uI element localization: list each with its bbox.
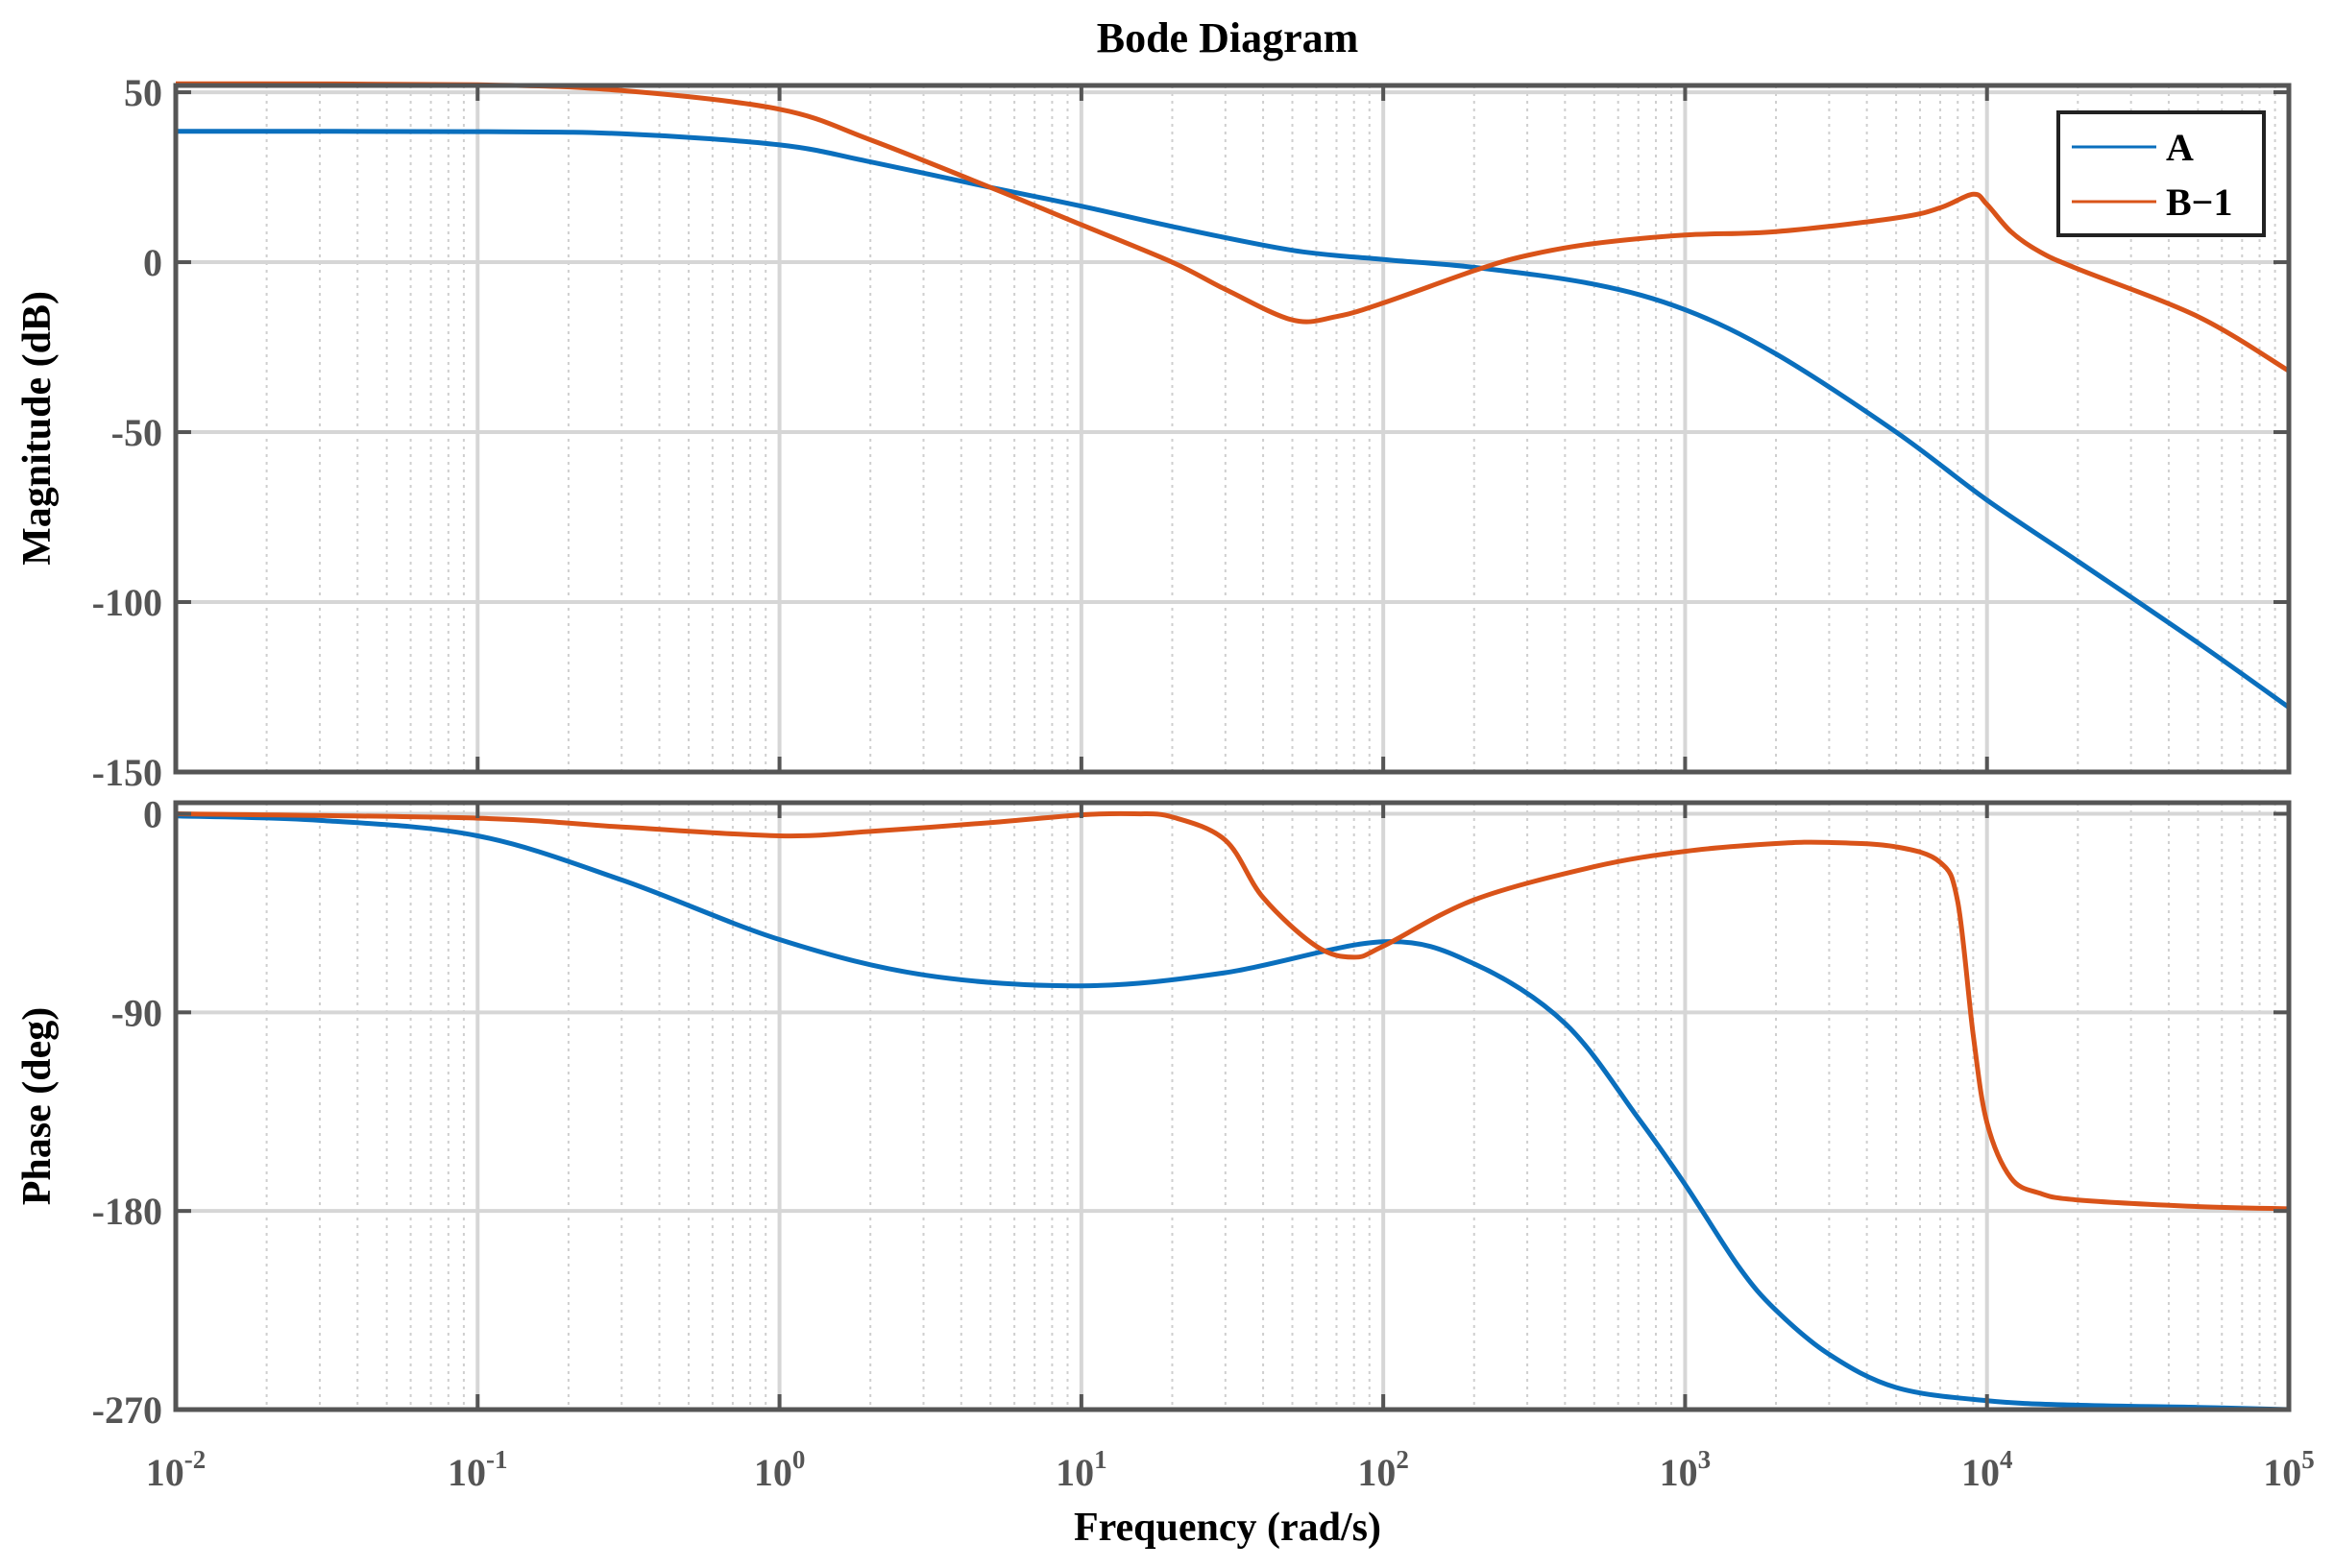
magnitude-y-tick-label: -150 (92, 751, 162, 794)
x-tick-exponent: 1 (1094, 1445, 1107, 1474)
x-tick-base: 10 (1660, 1451, 1698, 1494)
phase-frame (173, 800, 2292, 1412)
magnitude-grid (176, 85, 2289, 772)
legend-label-b: B−1 (2166, 181, 2232, 224)
phase-y-ticks: 0 -90 -180 -270 (92, 792, 2291, 1432)
x-tick-label: 10-1 (448, 1445, 508, 1494)
legend-label-a: A (2166, 126, 2194, 169)
x-tick-label: 102 (1357, 1445, 1409, 1494)
magnitude-series-a-line (175, 129, 2291, 710)
phase-y-tick-label: -270 (92, 1388, 162, 1432)
phase-panel: 0 -90 -180 -270 Phase (deg) (15, 792, 2292, 1432)
magnitude-y-tick-label: 50 (124, 71, 162, 114)
x-tick-exponent: -1 (486, 1445, 508, 1474)
x-tick-base: 10 (146, 1451, 184, 1494)
x-tick-base: 10 (448, 1451, 486, 1494)
phase-grid (176, 803, 2289, 1410)
x-tick-base: 10 (1961, 1451, 2000, 1494)
x-tick-label: 105 (2263, 1445, 2315, 1494)
x-axis-label: Frequency (rad/s) (1074, 1506, 1381, 1550)
x-tick-label: 10-2 (146, 1445, 207, 1494)
magnitude-y-tick-label: -50 (111, 411, 162, 454)
phase-y-tick-label: -180 (92, 1190, 162, 1233)
legend-box (2056, 110, 2266, 237)
x-tick-label: 100 (754, 1445, 806, 1494)
magnitude-y-label: Magnitude (dB) (15, 291, 60, 566)
phase-y-tick-label: 0 (143, 792, 162, 835)
magnitude-y-tick-label: 0 (143, 241, 162, 284)
magnitude-series (175, 81, 2291, 710)
legend: A B−1 (2056, 110, 2266, 237)
x-tick-exponent: 4 (2000, 1445, 2013, 1474)
magnitude-frame (173, 83, 2292, 775)
x-tick-label: 101 (1056, 1445, 1107, 1494)
magnitude-y-ticks: 50 0 -50 -100 -150 (92, 71, 2291, 794)
x-tick-labels: 10-2 10-1 100 101 102 103 104 105 (146, 1445, 2315, 1494)
x-tick-label: 104 (1961, 1445, 2013, 1494)
x-tick-exponent: 5 (2301, 1445, 2315, 1474)
magnitude-panel: 50 0 -50 -100 -150 Magnitude (dB) A B−1 (15, 71, 2292, 794)
magnitude-plot-area (176, 85, 2289, 772)
magnitude-series-b-line (175, 81, 2291, 374)
magnitude-y-tick-label: -100 (92, 581, 162, 624)
x-tick-exponent: 0 (792, 1445, 806, 1474)
x-tick-base: 10 (2263, 1451, 2301, 1494)
phase-series-b-line (175, 810, 2290, 1212)
x-tick-exponent: -2 (184, 1445, 207, 1474)
x-tick-exponent: 2 (1396, 1445, 1409, 1474)
phase-series-a-line (175, 813, 2290, 1412)
chart-title: Bode Diagram (1097, 14, 1359, 61)
phase-plot-area (176, 803, 2289, 1410)
x-tick-base: 10 (754, 1451, 792, 1494)
phase-y-label: Phase (deg) (15, 1007, 60, 1205)
x-tick-base: 10 (1357, 1451, 1396, 1494)
phase-series (175, 810, 2290, 1412)
phase-y-tick-label: -90 (111, 991, 162, 1034)
x-tick-base: 10 (1056, 1451, 1094, 1494)
x-tick-exponent: 3 (1698, 1445, 1712, 1474)
x-tick-label: 103 (1660, 1445, 1712, 1494)
